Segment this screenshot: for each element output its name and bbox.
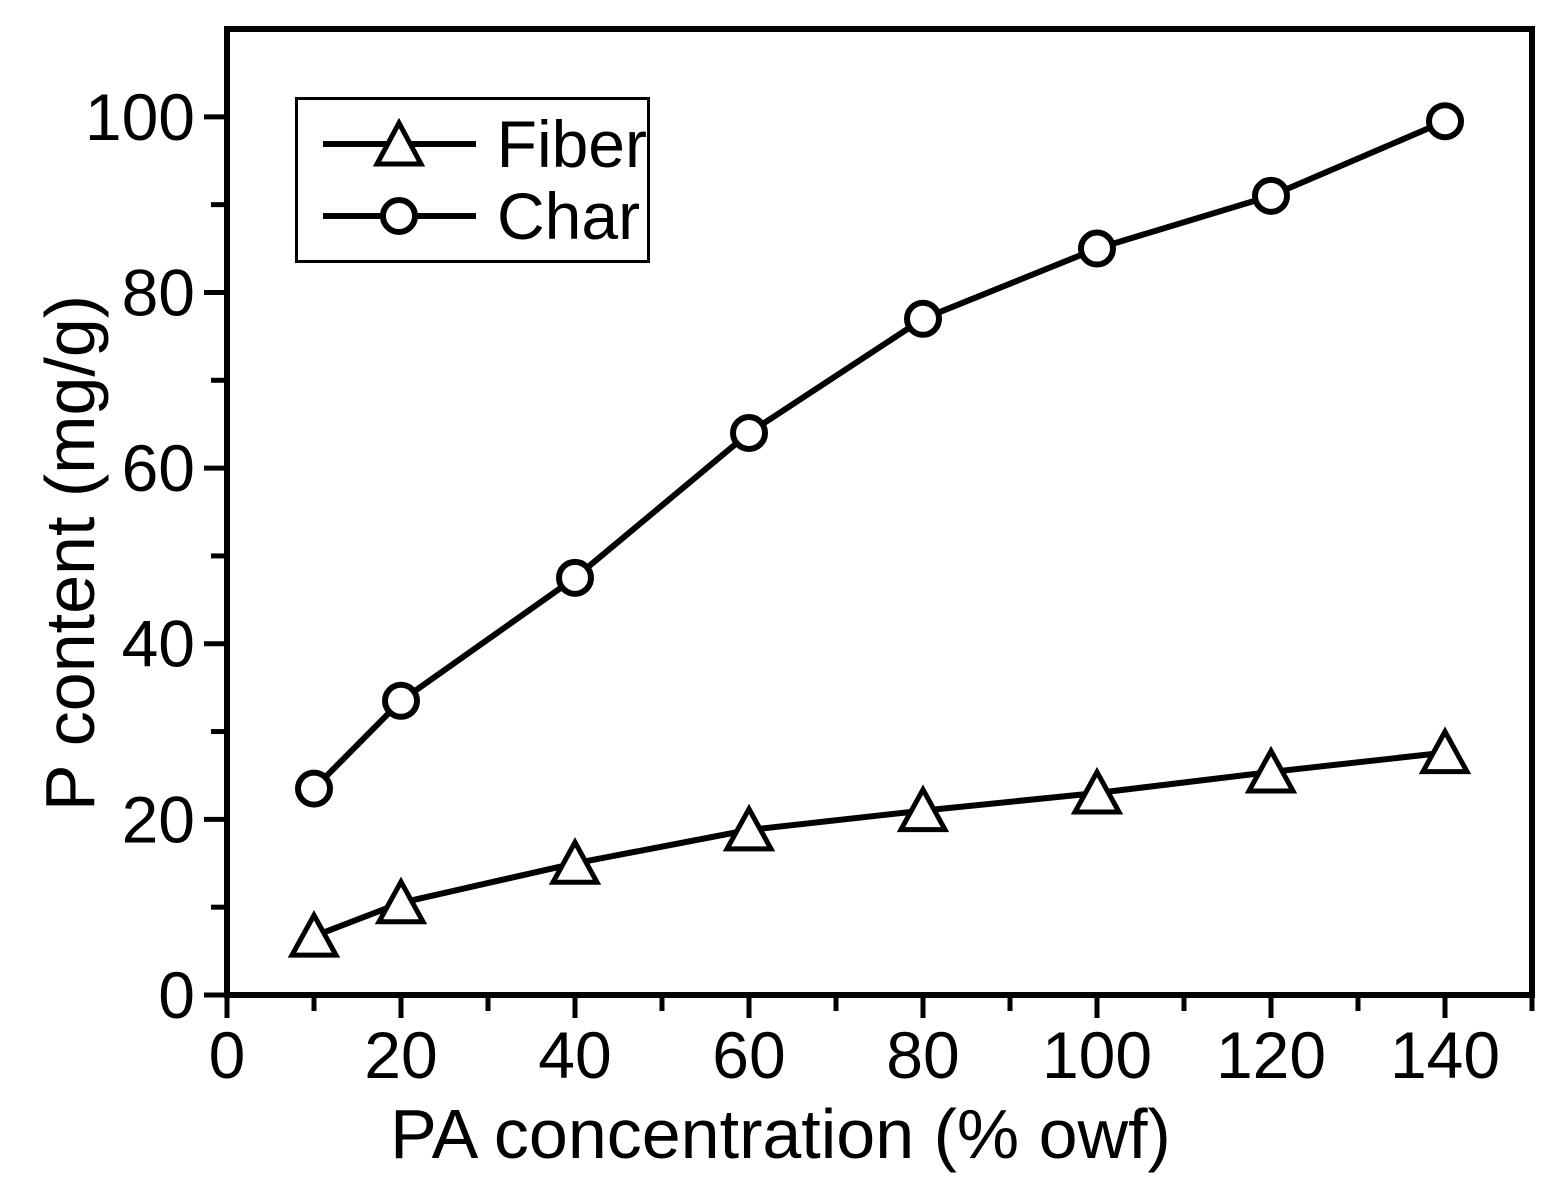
x-tick-label: 0 — [209, 1018, 246, 1092]
x-axis-title: PA concentration (% owf) — [390, 1095, 1171, 1173]
char-data-point-marker — [730, 413, 768, 452]
y-tick-label: 40 — [122, 607, 195, 681]
x-tick-label: 40 — [538, 1018, 611, 1092]
char-data-point-marker — [1078, 229, 1116, 268]
x-tick-label: 60 — [712, 1018, 785, 1092]
char-series-line — [311, 118, 1447, 791]
y-tick-label: 20 — [122, 782, 195, 856]
x-tick-label: 80 — [886, 1018, 959, 1092]
fiber-data-point-marker — [374, 876, 428, 925]
y-tick-label: 100 — [85, 80, 195, 154]
x-tick-label: 20 — [364, 1018, 437, 1092]
fiber-data-point-marker — [287, 909, 341, 958]
y-tick-label: 80 — [122, 255, 195, 329]
fiber-data-point-marker — [722, 803, 776, 852]
fiber-triangle-marker-icon — [323, 117, 476, 167]
fiber-data-point-marker — [1418, 726, 1472, 775]
char-data-point-marker — [295, 769, 333, 808]
y-tick-label: 60 — [122, 431, 195, 505]
plot-border — [224, 26, 1535, 998]
y-tick-label: 0 — [158, 958, 195, 1032]
legend-label-fiber: Fiber — [496, 107, 647, 181]
legend-item-fiber: Fiber — [322, 111, 647, 177]
char-data-point-marker — [382, 681, 420, 720]
char-data-point-marker — [1426, 102, 1464, 141]
fiber-data-point-marker — [548, 837, 602, 885]
x-tick-label: 100 — [1042, 1018, 1152, 1092]
legend-item-char: Char — [322, 183, 647, 249]
fiber-series-line — [312, 749, 1446, 939]
char-data-point-marker — [1252, 176, 1290, 215]
char-data-point-marker — [556, 558, 594, 597]
fiber-data-point-marker — [1244, 745, 1298, 794]
char-circle-marker-icon — [323, 197, 476, 235]
x-tick-label: 120 — [1216, 1018, 1326, 1092]
char-data-point-marker — [904, 299, 942, 338]
fiber-data-point-marker — [896, 784, 950, 833]
legend-label-char: Char — [497, 179, 641, 253]
legend: Fiber Char — [295, 97, 650, 263]
x-tick-label: 140 — [1390, 1018, 1500, 1092]
y-axis-title: P content (mg/g) — [30, 294, 109, 812]
fiber-data-point-marker — [1070, 766, 1124, 815]
